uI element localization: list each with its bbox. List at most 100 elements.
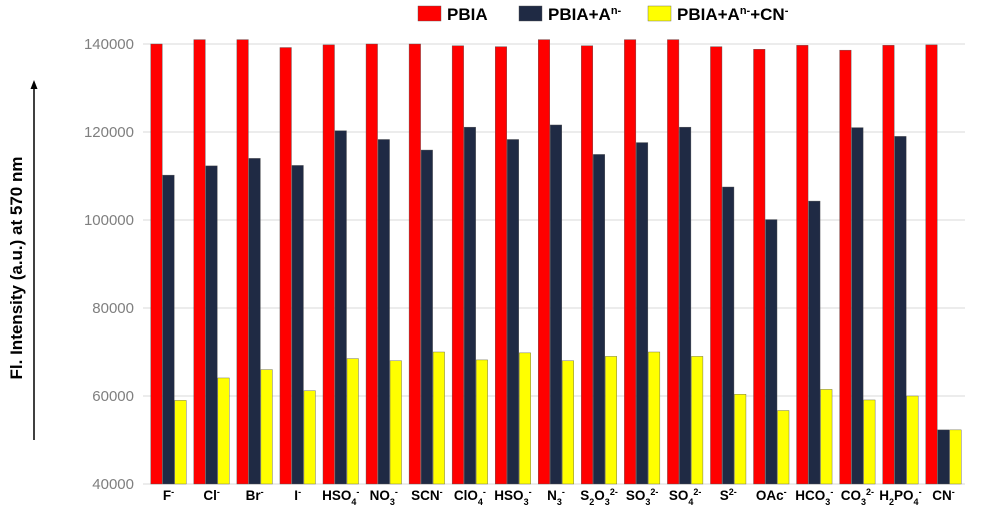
label-part: H [879,488,889,503]
label-part: 4 [478,497,483,507]
bar-pbia-an--co3 [851,127,864,485]
label-part: +CN [750,5,784,24]
bar-pbia-an-cn--cn [949,429,962,485]
label-part: 2- [693,487,701,497]
label-part: 3 [557,497,562,507]
label-part: - [952,487,955,497]
bar-pbia-an--cn [937,429,950,485]
label-part: - [562,487,565,497]
bar-pbia-s [710,46,723,485]
bar-pbia-an-cn--no3 [389,360,402,485]
bar-pbia-an-cn--hso4 [346,358,359,485]
label-part: - [217,487,220,497]
legend-swatch [417,5,442,22]
bar-pbia-an-cn--n3 [562,360,574,485]
label-part: PBIA+A [548,5,611,24]
bar-pbia-an-cn--oac [777,410,790,485]
label-part: - [919,487,922,497]
label-part: 3 [390,497,395,507]
x-tick-label-so4: SO42- [669,487,702,507]
x-tick-label-n3: N3- [547,487,565,507]
bar-pbia-so3 [624,39,637,485]
bar-pbia-an--scn [420,149,433,485]
label-part: - [784,487,787,497]
x-tick-label-hco3: HCO3- [795,487,833,507]
legend-swatch [647,5,672,22]
x-tick-label-br: Br- [246,487,264,503]
bar-pbia-an-cn--hco3 [820,389,833,485]
label-part: 3 [524,497,529,507]
label-part: PBIA+A [677,5,740,24]
legend: PBIA PBIA+An- PBIA+An-+CN- [417,5,789,24]
label-part: S [580,488,589,503]
label-part: - [261,487,264,497]
bar-pbia-hco3 [796,45,809,485]
x-tick-label-so3: SO32- [626,487,659,507]
label-part: 2- [866,487,874,497]
bar-pbia-an-cn--so4 [691,356,704,485]
label-part: - [356,487,359,497]
label-part: N [547,488,557,503]
label-part: - [785,5,789,17]
bar-pbia-br [236,39,249,485]
label-part: PBIA [447,5,488,24]
bar-pbia-so4 [667,39,680,485]
label-part: HSO [494,488,523,503]
bar-pbia-an-cn--cl [217,377,230,485]
bar-pbia-an--i [291,165,304,485]
x-tick-label-h2po4: H2PO4- [879,487,921,507]
bar-pbia-i [279,47,292,485]
label-part: CN [932,488,952,503]
label-part: n- [611,5,622,17]
label-part: Br [246,488,262,503]
label-part: - [483,487,486,497]
bar-pbia-co3 [839,49,852,485]
x-tick-label-clo4: ClO4- [454,487,486,507]
legend-swatch [518,5,543,22]
bar-pbia-an-cn--hso3 [518,352,531,485]
bar-pbia-an-cn--co3 [863,399,876,485]
y-axis-arrow-head [30,80,38,89]
bar-pbia-clo4 [451,45,464,485]
bar-pbia-an--no3 [377,139,390,485]
label-part: HSO [322,488,351,503]
x-tick-label-hso4: HSO4- [322,487,359,507]
bar-pbia-an--n3 [550,124,562,485]
bar-pbia-s2o3 [581,45,594,485]
label-part: 2 [889,497,894,507]
y-axis-ticks: 40000 60000 80000 100000 120000 140000 [84,36,134,493]
bar-pbia-an--h2po4 [894,136,907,485]
label-part: 4 [351,497,356,507]
bar-pbia-an--so4 [679,126,692,485]
bar-pbia-an-cn--clo4 [475,359,488,485]
bar-pbia-an-cn--so3 [648,351,661,485]
label-part: SCN [411,488,440,503]
legend-label: PBIA+An- [548,5,622,24]
label-part: - [395,487,398,497]
label-part: NO [370,488,390,503]
bar-pbia-hso3 [494,46,507,485]
label-part: - [171,487,174,497]
legend-label: PBIA [447,5,488,24]
label-part: - [830,487,833,497]
y-axis-label-group: Fl. Intensity (a.u.) at 570 nm [7,80,38,440]
bar-pbia-cn [925,44,938,485]
label-part: - [529,487,532,497]
label-part: PO [894,488,914,503]
label-part: 3 [645,497,650,507]
bar-pbia-scn [408,43,421,485]
bar-pbia-h2po4 [882,45,895,485]
bar-pbia-an--oac [765,219,778,485]
label-part: I [294,488,298,503]
label-part: S [720,488,729,503]
x-tick-label-s: S2- [720,487,737,503]
x-axis-labels: F- Cl- Br- I- HSO4- NO3- SCN- ClO4- HSO3- N3- S2O3… [163,487,955,507]
y-tick-label: 120000 [84,124,134,141]
bar-pbia-an--s2o3 [593,154,606,485]
y-tick-label: 60000 [92,388,134,405]
y-tick-label: 40000 [92,476,134,493]
x-tick-label-oac: OAc- [756,487,787,503]
label-part: SO [626,488,646,503]
x-tick-label-s2o3: S2O32- [580,487,618,507]
label-part: CO [841,488,861,503]
